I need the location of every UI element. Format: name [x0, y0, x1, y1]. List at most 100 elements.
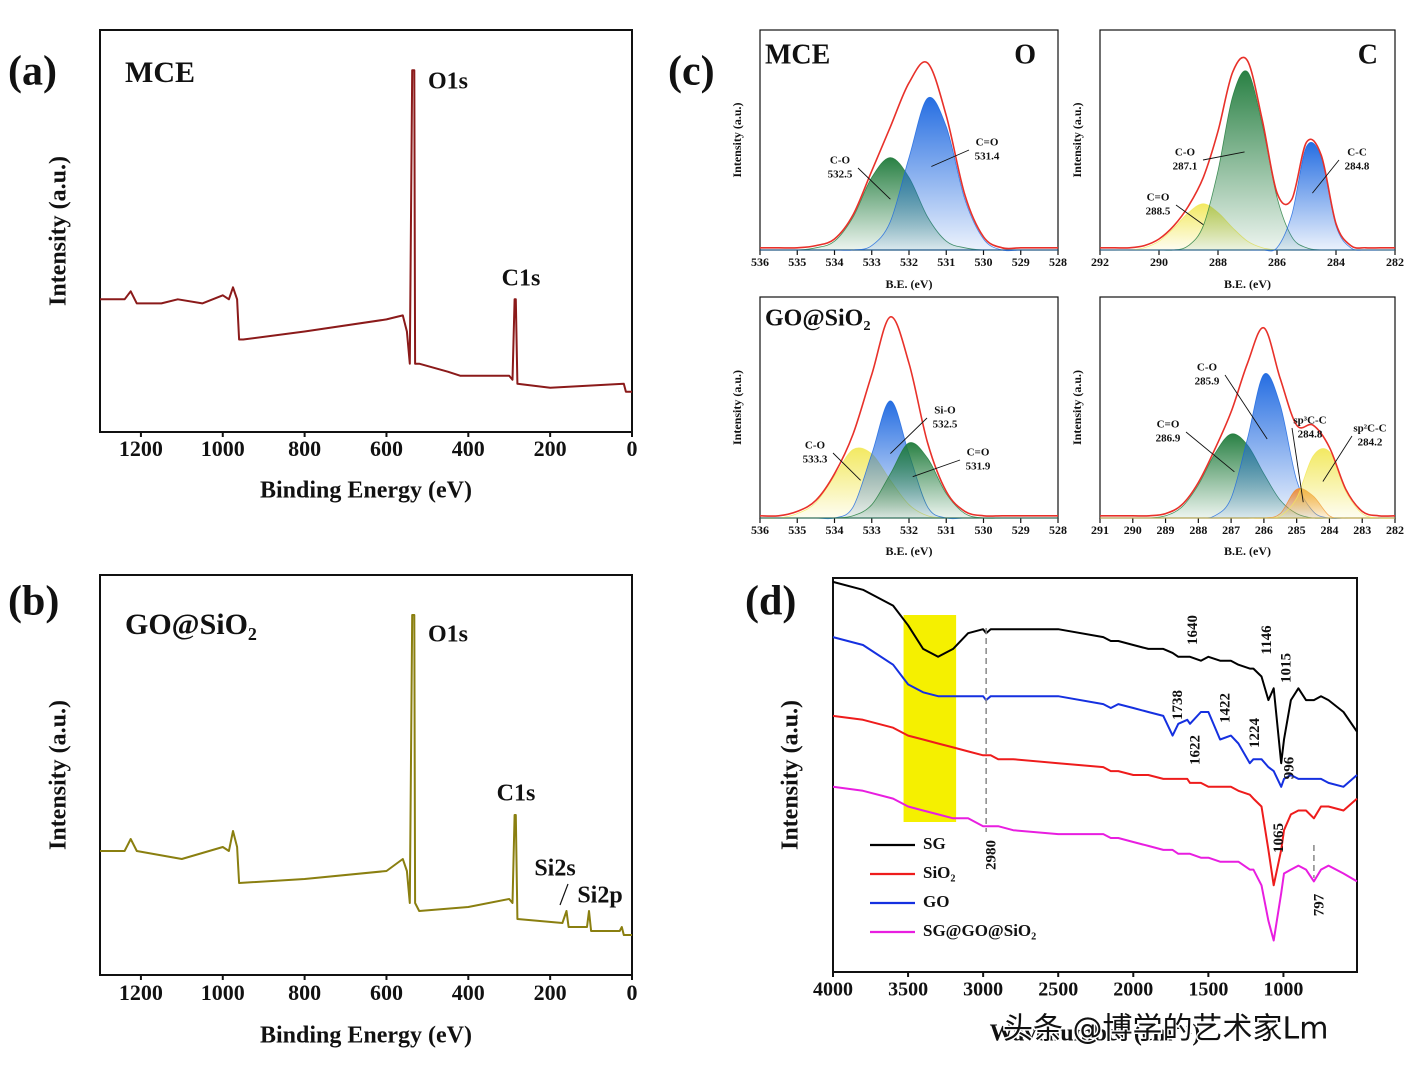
x-tick-label: 288: [1189, 523, 1207, 537]
y-axis-label: Intensity (a.u.): [1070, 102, 1084, 177]
plot-frame: [99, 29, 633, 433]
peak-name: Si-O: [934, 405, 956, 417]
label-arrow: [1185, 431, 1235, 473]
x-tick-label: 528: [1049, 255, 1067, 269]
label-arrow: [1224, 374, 1268, 440]
peak-position: 284.8: [1345, 161, 1370, 173]
x-tick-label: 282: [1386, 523, 1404, 537]
x-tick-label: 290: [1150, 255, 1168, 269]
data-line: [832, 580, 1358, 765]
x-tick-label: 4000: [813, 979, 853, 1001]
label-arrow: [857, 167, 891, 200]
peak-label: 1015: [1279, 653, 1295, 683]
fit-envelope: [759, 316, 1058, 517]
peak-label: 1065: [1271, 823, 1287, 853]
x-tick-label: 400: [452, 436, 485, 461]
y-axis-label: Intensity (a.u.): [46, 700, 72, 850]
x-tick-label: 286: [1255, 523, 1273, 537]
peak-name: C=O: [1147, 192, 1170, 204]
legend-label: SG@GO@SiO₂: [923, 921, 1036, 940]
fit-component: [760, 442, 1058, 519]
peak-name: C=O: [1157, 419, 1180, 431]
fit-component: [1099, 142, 1395, 252]
x-tick-label: 534: [826, 255, 844, 269]
peak-name: sp³C-C: [1293, 415, 1326, 427]
label-arrow: [890, 417, 928, 454]
data-line: [100, 69, 632, 393]
peak-name: C-O: [805, 440, 826, 452]
y-axis-label: Intensity (a.u.): [730, 370, 744, 445]
peak-label: 797: [1311, 893, 1327, 916]
label-arrow: [1312, 159, 1340, 194]
x-tick-label: 536: [751, 255, 769, 269]
x-tick-label: 3500: [888, 979, 928, 1001]
x-tick-label: 531: [937, 523, 955, 537]
peak-name: C-O: [830, 155, 851, 167]
x-tick-label: 1000: [201, 980, 245, 1005]
legend-label: SiO₂: [923, 863, 956, 882]
data-line: [832, 714, 1358, 887]
peak-annotation: O1s: [428, 622, 468, 648]
x-tick-label: 400: [452, 980, 485, 1005]
data-line: [832, 636, 1358, 788]
peak-label: 1224: [1247, 718, 1263, 749]
x-tick-label: 600: [370, 980, 403, 1005]
panel-title: GO@SiO₂: [125, 608, 257, 641]
peak-position: 287.1: [1173, 161, 1198, 173]
peak-name: C=O: [967, 447, 990, 459]
x-tick-label: 282: [1386, 255, 1404, 269]
x-tick-label: 283: [1353, 523, 1371, 537]
peak-position: 284.2: [1358, 437, 1383, 449]
x-tick-label: 200: [534, 980, 567, 1005]
highlight-band: [903, 615, 957, 822]
peak-position: 532.5: [933, 419, 958, 431]
peak-label: 1422: [1218, 693, 1234, 723]
y-axis-label: Intensity (a.u.): [1070, 370, 1084, 445]
panel-title: MCE: [125, 56, 195, 89]
x-axis-label: Binding Energy (eV): [260, 1023, 472, 1049]
x-tick-label: 800: [288, 980, 321, 1005]
peak-position: 531.9: [966, 461, 991, 473]
x-tick-label: 3000: [963, 979, 1003, 1001]
x-tick-label: 530: [975, 523, 993, 537]
peak-label: 996: [1281, 756, 1297, 779]
peak-name: C-C: [1347, 147, 1367, 159]
fit-component: [1100, 448, 1396, 519]
element-label: C: [1358, 39, 1378, 70]
peak-position: 286.9: [1156, 433, 1181, 445]
x-tick-label: 284: [1320, 523, 1338, 537]
x-tick-label: 530: [975, 255, 993, 269]
fit-component: [759, 96, 1058, 252]
peak-annotation: Si2s: [534, 856, 575, 882]
label-arrow: [1175, 204, 1204, 225]
x-tick-label: 800: [288, 436, 321, 461]
x-tick-label: 200: [534, 436, 567, 461]
x-tick-label: 284: [1327, 255, 1345, 269]
x-tick-label: 286: [1268, 255, 1286, 269]
x-tick-label: 291: [1091, 523, 1109, 537]
x-tick-label: 2000: [1113, 979, 1153, 1001]
x-axis-label: B.E. (eV): [886, 544, 933, 558]
x-tick-label: 535: [788, 255, 806, 269]
peak-position: 284.8: [1298, 429, 1323, 441]
label-arrow: [1202, 151, 1245, 161]
x-tick-label: 536: [751, 523, 769, 537]
legend-label: GO: [923, 892, 949, 911]
peak-label: 2980: [984, 840, 1000, 870]
peak-annotation: O1s: [428, 69, 468, 95]
panel-label: (a): [8, 49, 57, 95]
panel-label: (c): [668, 49, 715, 95]
x-tick-label: 531: [937, 255, 955, 269]
x-axis-label: Wavenumber (cm⁻¹): [990, 1021, 1201, 1047]
peak-position: 285.9: [1195, 376, 1220, 388]
x-tick-label: 289: [1157, 523, 1175, 537]
x-tick-label: 528: [1049, 523, 1067, 537]
peak-position: 531.4: [975, 151, 1000, 163]
x-tick-label: 600: [370, 436, 403, 461]
fit-envelope: [1100, 56, 1395, 249]
x-axis-label: B.E. (eV): [886, 277, 933, 291]
element-label: O: [1014, 39, 1036, 70]
x-tick-label: 1000: [201, 436, 245, 461]
data-line: [832, 785, 1358, 942]
